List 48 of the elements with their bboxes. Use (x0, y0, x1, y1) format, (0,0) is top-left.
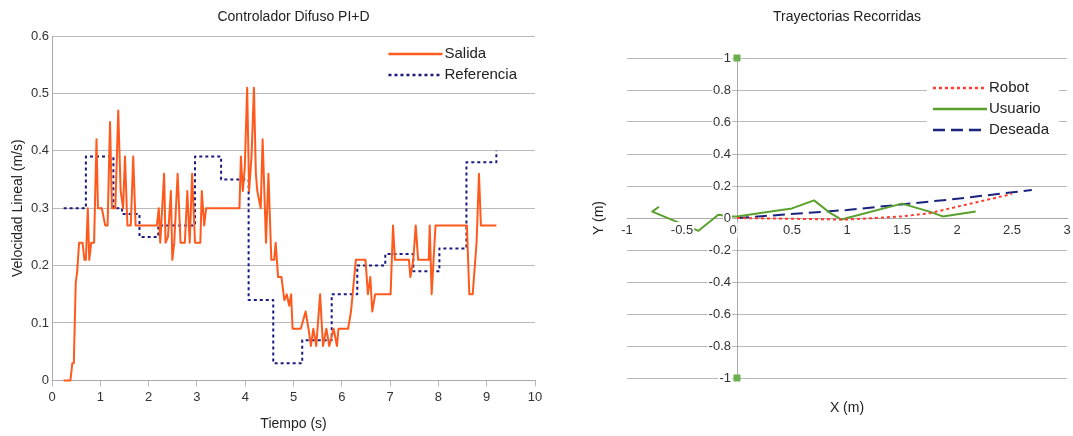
legend-label: Usuario (988, 99, 1041, 117)
x-tick-label: 10 (527, 388, 543, 404)
y-tick-label: 0.6 (30, 27, 50, 43)
x-tick-label: 7 (386, 388, 394, 404)
y-tick-label: 0.1 (30, 314, 50, 330)
chart-title: Trayectorias Recorridas (772, 7, 922, 24)
y-tick-label: 1 (723, 49, 731, 65)
y-tick-label: 0.2 (30, 257, 50, 273)
x-tick-label: -0.5 (670, 221, 694, 237)
x-tick-label: 3 (1063, 221, 1071, 237)
x-tick-label: 2 (953, 221, 961, 237)
y-tick-label: 0.8 (712, 81, 731, 97)
x-axis-title: Tiempo (s) (260, 414, 327, 431)
x-axis-title: X (m) (829, 398, 865, 415)
legend-label: Robot (988, 78, 1030, 96)
y-tick-label: -0.8 (708, 337, 731, 353)
y-tick-label: 0.3 (30, 199, 50, 215)
y-tick-label: -0.4 (708, 273, 731, 289)
x-tick-label: -1 (621, 221, 633, 237)
x-tick-label: 3 (193, 388, 201, 404)
x-tick-label: 2.5 (1002, 221, 1022, 237)
legend-label: Salida (444, 44, 487, 62)
x-tick-label: 2 (145, 388, 153, 404)
x-tick-label: 5 (289, 388, 298, 404)
y-tick-label: 0.6 (712, 113, 731, 129)
y-tick-label: -1 (719, 369, 731, 385)
x-tick-label: 0.5 (782, 221, 802, 237)
y-axis-title: Velocidad Lineal (m/s) (8, 139, 25, 278)
line-series (736, 193, 1013, 221)
y-tick-label: -0.6 (708, 305, 731, 321)
x-tick-label: 1 (843, 221, 851, 237)
y-tick-label: 0.4 (30, 142, 50, 158)
y-axis-title: Y (m) (589, 201, 606, 235)
chart-title: Controlador Difuso PI+D (217, 7, 370, 24)
x-tick-label: 1 (96, 388, 104, 404)
y-tick-label: 0.4 (712, 145, 731, 161)
y-tick-label: 0.2 (712, 177, 731, 193)
x-tick-label: 8 (434, 388, 443, 404)
y-tick-label: 0 (41, 371, 50, 387)
x-tick-label: 1.5 (892, 221, 912, 237)
y-tick-label: 0.5 (30, 84, 50, 100)
legend-label: Referencia (444, 65, 518, 83)
x-tick-label: 4 (241, 388, 249, 404)
y-tick-label: 0 (723, 209, 731, 225)
legend-label: Deseada (988, 120, 1050, 138)
x-tick-label: 9 (483, 388, 491, 404)
x-tick-label: 6 (338, 388, 346, 404)
y-tick-label: -0.2 (708, 241, 731, 257)
